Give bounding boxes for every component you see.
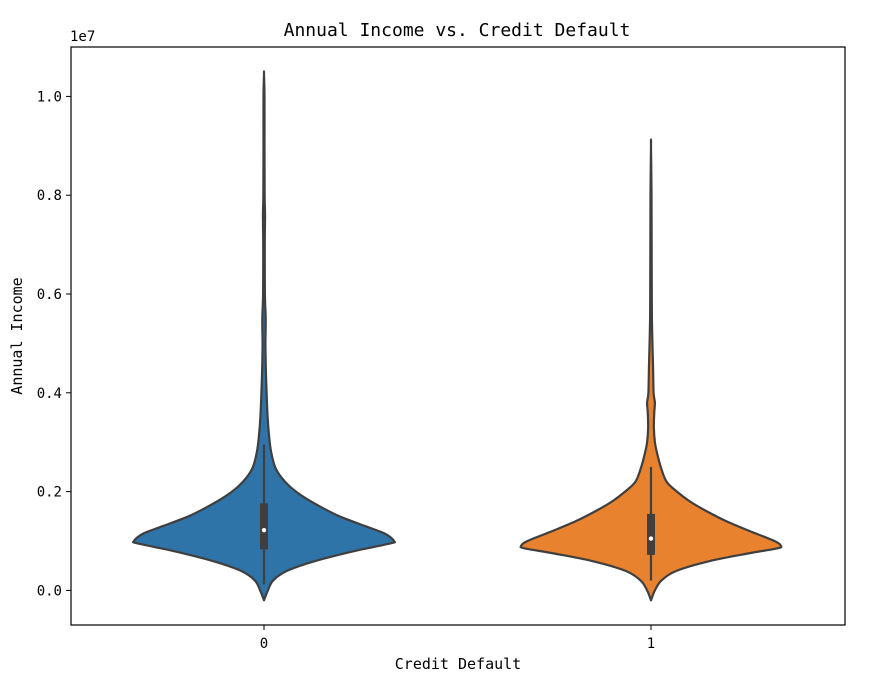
y-tick-label: 1.0 [37,89,62,105]
chart-title: Annual Income vs. Credit Default [284,20,631,41]
x-tick-label: 0 [260,636,268,652]
plot-frame [70,46,846,626]
x-tick-label: 1 [647,636,655,652]
violin-median-0 [261,527,267,533]
violin-body-1 [519,138,783,602]
y-tick-label: 0.6 [37,287,62,303]
violin-median-1 [648,536,654,541]
x-axis-label: Credit Default [395,655,521,673]
y-axis-label: Annual Income [8,277,26,394]
violin-body-0 [132,70,396,602]
y-offset-label: 1e7 [70,29,95,45]
violin-group [132,70,783,602]
y-tick-label: 0.4 [37,386,62,402]
y-tick-label: 0.2 [37,485,62,501]
y-tick-label: 0.0 [37,583,62,599]
y-tick-label: 0.8 [37,188,62,204]
y-axis: 0.0 0.2 0.4 0.6 0.8 1.0 [37,89,71,599]
violin-iqr-1 [647,513,655,555]
violin-iqr-0 [260,503,268,550]
